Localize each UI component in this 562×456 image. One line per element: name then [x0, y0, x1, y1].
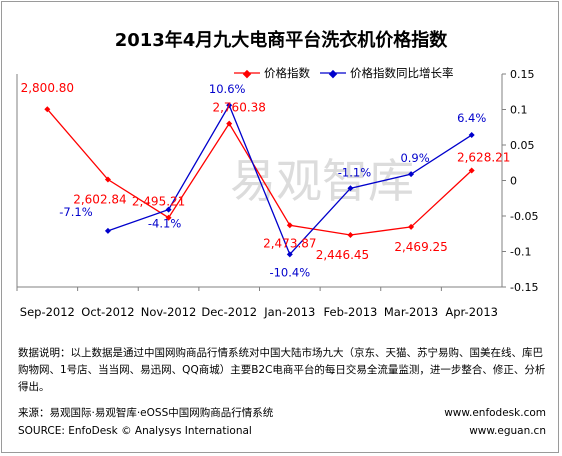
yoy-growth-data-label: 6.4% — [457, 111, 486, 125]
yoy-growth-data-label: -4.1% — [148, 217, 181, 231]
yoy-growth-point — [408, 171, 415, 178]
right-axis-tick-label: -0.15 — [510, 281, 538, 294]
yoy-growth-data-label: 0.9% — [400, 151, 429, 165]
right-axis-tick-label: 0 — [510, 175, 517, 188]
yoy-growth-data-label: 10.6% — [209, 82, 246, 96]
source-en: SOURCE: EnfoDesk © Analysys Internationa… — [18, 425, 252, 437]
source-url-1[interactable]: www.enfodesk.com — [444, 407, 546, 419]
price-index-point — [347, 232, 354, 239]
legend: ◆ 价格指数 ◆ 价格指数同比增长率 — [234, 66, 454, 80]
x-axis-tick-label: Jan-2013 — [263, 305, 315, 319]
x-axis-tick-label: Feb-2013 — [324, 305, 378, 319]
source-block: 来源：易观国际·易观智库·eOSS中国网购商品行情系统 www.enfodesk… — [18, 404, 546, 440]
yoy-growth-point — [468, 132, 475, 139]
yoy-growth-data-label: -7.1% — [59, 205, 92, 219]
x-axis-tick-label: Nov-2012 — [141, 305, 197, 319]
legend-growth-marker: ◆ — [329, 67, 338, 80]
right-axis-tick-label: -0.05 — [510, 210, 538, 223]
x-axis-tick-label: Dec-2012 — [201, 305, 257, 319]
price-index-data-label: 2,495.21 — [132, 195, 185, 209]
yoy-growth-point — [347, 185, 354, 192]
yoy-growth-data-label: -1.1% — [338, 165, 371, 179]
chart-title: 2013年4月九大电商平台洗衣机价格指数 — [115, 29, 449, 51]
price-index-point — [165, 214, 172, 221]
price-index-point — [104, 176, 111, 183]
legend-price-label: 价格指数 — [264, 66, 310, 80]
price-index-data-label: 2,602.84 — [73, 192, 126, 206]
source-url-2[interactable]: www.eguan.cn — [469, 425, 546, 437]
yoy-growth-point — [165, 206, 172, 213]
price-index-data-label: 2,800.80 — [21, 81, 74, 95]
source-line-2: SOURCE: EnfoDesk © Analysys Internationa… — [18, 422, 546, 440]
watermark: 易观智库 — [230, 154, 414, 208]
x-axis-tick-label: Mar-2013 — [384, 305, 438, 319]
right-axis-tick-label: 0.1 — [510, 104, 528, 117]
x-axis-tick-label: Apr-2013 — [445, 305, 498, 319]
plot-layer: 0.15 0.1 0.05 0 -0.05 -0.1 -0.15 Sep-2012 Oct-20… — [16, 68, 538, 319]
right-axis-tick-label: 0.15 — [510, 68, 535, 81]
price-index-data-label: 2,760.38 — [212, 101, 265, 115]
price-index-data-label: 2,628.21 — [457, 150, 510, 164]
price-index-point — [468, 167, 475, 174]
x-axis-tick-label: Sep-2012 — [20, 305, 75, 319]
source-line-1: 来源：易观国际·易观智库·eOSS中国网购商品行情系统 www.enfodesk… — [18, 404, 546, 422]
yoy-growth-point — [104, 227, 111, 234]
source-cn: 来源：易观国际·易观智库·eOSS中国网购商品行情系统 — [18, 407, 274, 419]
data-note: 数据说明：以上数据是通过中国网购商品行情系统对中国大陆市场九大（京东、天猫、苏宁… — [18, 347, 546, 393]
yoy-growth-point — [226, 102, 233, 109]
price-index-point — [408, 223, 415, 230]
price-index-point — [286, 222, 293, 229]
x-axis-tick-label: Oct-2012 — [81, 305, 134, 319]
price-index-data-label: 2,473.87 — [263, 236, 316, 250]
right-axis-tick-label: -0.1 — [510, 246, 531, 259]
yoy-growth-data-label: -10.4% — [269, 265, 310, 279]
legend-price-marker: ◆ — [243, 67, 252, 80]
price-index-point — [226, 120, 233, 127]
yoy-growth-point — [286, 251, 293, 258]
legend-growth-label: 价格指数同比增长率 — [350, 66, 454, 80]
price-index-data-label: 2,469.25 — [394, 240, 447, 254]
right-axis-tick-label: 0.05 — [510, 139, 535, 152]
price-index-data-label: 2,446.45 — [316, 248, 369, 262]
price-index-point — [44, 106, 51, 113]
price-index-line — [46, 108, 473, 236]
